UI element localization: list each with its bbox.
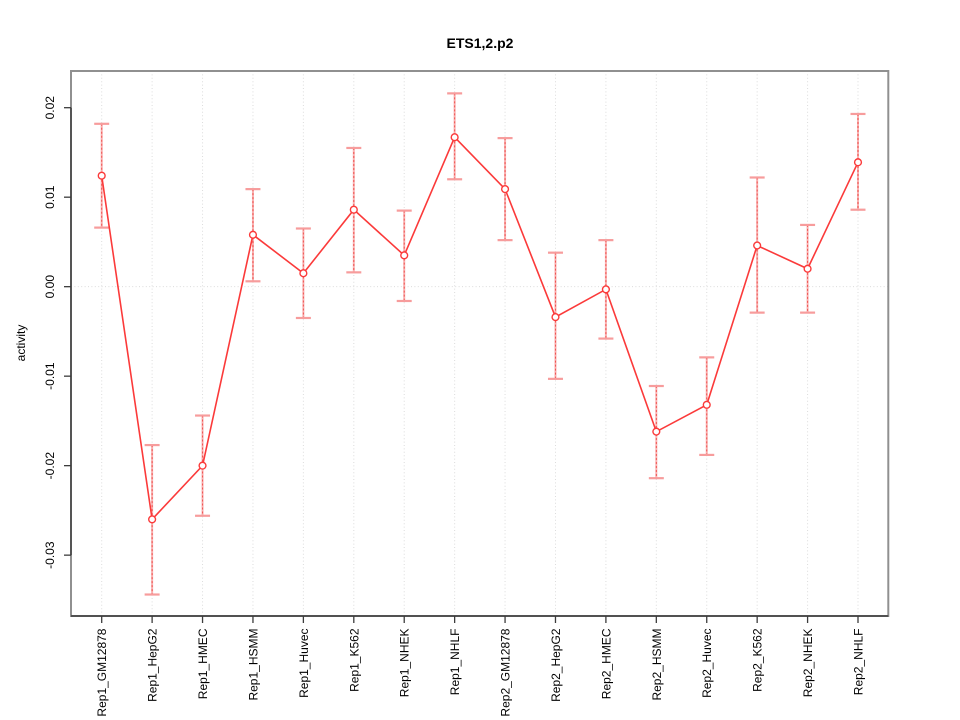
x-tick-label: Rep2_HSMM bbox=[650, 629, 664, 701]
data-point-marker bbox=[97, 171, 106, 180]
x-tick-label: Rep1_GM12878 bbox=[95, 628, 109, 716]
x-tick-label: Rep1_HepG2 bbox=[146, 628, 160, 702]
y-tick-label: 0.01 bbox=[43, 185, 57, 209]
x-tick-label: Rep1_HMEC bbox=[196, 628, 210, 699]
x-tick-label: Rep1_Huvec bbox=[297, 629, 311, 698]
x-tick-label: Rep2_NHLF bbox=[852, 629, 866, 696]
y-axis-label: activity bbox=[14, 325, 28, 362]
data-point-marker bbox=[601, 285, 611, 294]
x-tick-label: Rep1_K562 bbox=[347, 628, 361, 692]
data-point-marker bbox=[299, 269, 308, 278]
x-tick-label: Rep2_HepG2 bbox=[549, 628, 563, 702]
y-tick-label: -0.01 bbox=[43, 362, 57, 390]
x-tick-label: Rep1_NHEK bbox=[398, 629, 412, 698]
data-point-marker bbox=[551, 313, 560, 322]
y-tick-label: 0.00 bbox=[43, 275, 57, 299]
plot-frame bbox=[70, 70, 890, 617]
chart-title: ETS1,2.p2 bbox=[447, 35, 514, 51]
data-point-marker bbox=[248, 230, 258, 239]
y-tick-label: 0.02 bbox=[43, 96, 57, 120]
data-point-marker bbox=[400, 251, 409, 260]
x-tick-label: Rep2_HMEC bbox=[599, 628, 613, 699]
x-tick-label: Rep2_Huvec bbox=[700, 629, 714, 698]
data-point-marker bbox=[803, 264, 812, 273]
data-point-marker bbox=[753, 241, 762, 250]
y-tick-label: -0.02 bbox=[43, 452, 57, 480]
data-point-marker bbox=[500, 185, 510, 194]
x-tick-label: Rep1_HSMM bbox=[246, 629, 260, 701]
y-tick-label: -0.03 bbox=[43, 541, 57, 569]
x-tick-label: Rep1_NHLF bbox=[448, 629, 462, 696]
x-tick-label: Rep2_GM12878 bbox=[499, 628, 513, 716]
data-point-marker bbox=[450, 133, 459, 142]
data-point-marker bbox=[853, 158, 863, 167]
data-point-marker bbox=[652, 427, 661, 436]
x-tick-label: Rep2_K562 bbox=[751, 628, 765, 692]
series-line bbox=[100, 135, 859, 522]
x-tick-label: Rep2_NHEK bbox=[801, 629, 815, 698]
data-point-marker bbox=[198, 461, 207, 470]
data-point-marker bbox=[349, 205, 358, 214]
data-point-marker bbox=[148, 515, 157, 524]
plot-area: 0.02 0.01 0.00 -0.01 -0.02 -0.03 Rep1_GM12878 R… bbox=[43, 70, 890, 717]
data-point-marker bbox=[702, 400, 711, 409]
